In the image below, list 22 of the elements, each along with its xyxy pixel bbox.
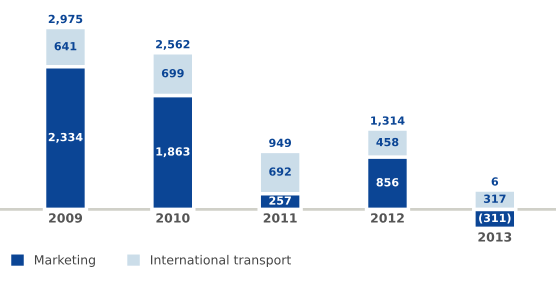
x-tick-label: 2010 <box>156 213 190 223</box>
data-label: 699 <box>162 68 184 78</box>
total-label: 1,314 <box>371 116 405 126</box>
data-label: (311) <box>479 214 511 224</box>
x-tick-label: 2009 <box>49 213 82 223</box>
total-label: 2,975 <box>48 14 82 25</box>
data-label: 641 <box>54 42 76 50</box>
data-label: 257 <box>269 196 291 205</box>
total-label: 6 <box>492 177 498 186</box>
data-label: 458 <box>376 138 398 146</box>
data-label: 317 <box>484 194 506 203</box>
total-label: 949 <box>269 138 292 148</box>
total-label: 2,562 <box>156 40 190 50</box>
x-tick-label: 2013 <box>478 232 512 242</box>
x-tick-label: 2012 <box>371 213 404 223</box>
legend-label: International transport <box>151 254 291 267</box>
x-tick-label: 2011 <box>264 213 297 223</box>
data-label: 2,334 <box>48 132 83 143</box>
data-label: 1,863 <box>156 147 190 158</box>
legend-label: Marketing <box>34 254 95 267</box>
data-label: 692 <box>269 167 291 176</box>
data-label: 856 <box>376 178 398 186</box>
